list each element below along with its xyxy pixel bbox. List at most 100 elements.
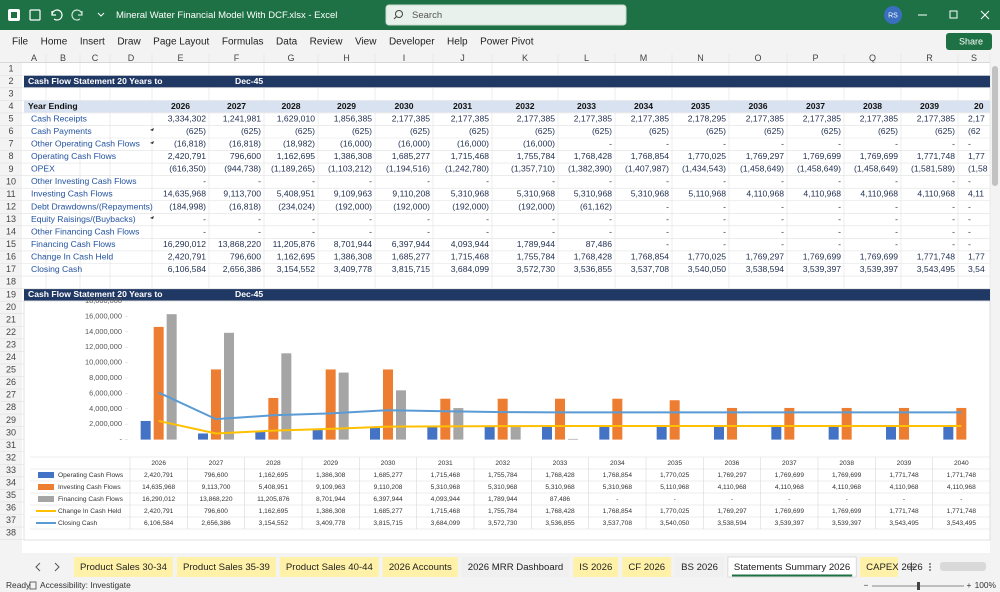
column-letter[interactable]: D <box>128 53 135 63</box>
add-sheet-button[interactable] <box>907 562 916 572</box>
column-letter[interactable]: F <box>234 53 240 63</box>
row-number[interactable]: 35 <box>6 490 16 500</box>
column-letter[interactable]: S <box>971 53 977 63</box>
row-number[interactable]: 31 <box>6 440 16 450</box>
column-letter[interactable]: E <box>177 53 183 63</box>
row-number[interactable]: 6 <box>8 126 13 136</box>
menu-item[interactable]: File <box>12 37 29 48</box>
zoom-out[interactable]: − <box>864 580 869 590</box>
row-number[interactable]: 30 <box>6 427 16 437</box>
sheet-tab-label[interactable]: Product Sales 40-44 <box>286 562 374 573</box>
row-number[interactable]: 26 <box>6 377 16 387</box>
column-letter[interactable]: K <box>522 53 528 63</box>
column-letter[interactable]: G <box>287 53 294 63</box>
sheet-tab-label[interactable]: CAPEX 2026 <box>866 562 923 573</box>
row-number[interactable]: 27 <box>6 390 16 400</box>
row-number[interactable]: 29 <box>6 415 16 425</box>
sheet-tab-label[interactable]: 2026 MRR Dashboard <box>468 562 563 573</box>
sheet-tab-label[interactable]: Product Sales 30-34 <box>80 562 168 573</box>
row-number[interactable]: 19 <box>6 289 16 299</box>
tab-scroll-left[interactable] <box>35 562 41 572</box>
column-letter[interactable]: M <box>640 53 648 63</box>
row-number[interactable]: 23 <box>6 339 16 349</box>
save-icon[interactable] <box>29 9 41 21</box>
row-number[interactable]: 7 <box>8 139 13 149</box>
column-letter[interactable]: A <box>31 53 37 63</box>
zoom-in[interactable]: + <box>967 580 972 590</box>
sheet-tab-label[interactable]: BS 2026 <box>681 562 718 573</box>
sheet-tab[interactable] <box>675 557 724 577</box>
column-letter[interactable]: L <box>584 53 589 63</box>
zoom-thumb[interactable] <box>917 582 920 590</box>
user-avatar[interactable] <box>884 6 902 24</box>
menu-item[interactable]: Data <box>276 37 298 48</box>
redo-icon[interactable] <box>71 9 83 21</box>
column-letter[interactable]: Q <box>869 53 876 63</box>
close-button[interactable] <box>980 10 990 20</box>
share-label[interactable]: Share <box>959 36 983 46</box>
row-number[interactable]: 17 <box>6 264 16 274</box>
row-number[interactable]: 8 <box>8 151 13 161</box>
menu-item[interactable]: Help <box>447 37 468 48</box>
status-accessibility[interactable]: Accessibility: Investigate <box>40 580 131 590</box>
sheet-tab[interactable] <box>382 557 458 577</box>
row-number[interactable]: 15 <box>6 239 16 249</box>
sheet-tab[interactable] <box>176 557 276 577</box>
row-number[interactable]: 28 <box>6 402 16 412</box>
row-number[interactable]: 4 <box>8 101 13 111</box>
sheet-tab-label[interactable]: Statements Summary 2026 <box>734 562 850 573</box>
sheet-tab[interactable] <box>622 557 672 577</box>
share-button[interactable] <box>946 33 992 50</box>
sheet-tab-label[interactable]: 2026 Accounts <box>389 562 452 573</box>
column-letter[interactable]: N <box>697 53 704 63</box>
more-tabs[interactable] <box>929 563 931 565</box>
search-box[interactable] <box>385 4 627 26</box>
menu-item[interactable]: Formulas <box>222 37 264 48</box>
menu-item[interactable]: Draw <box>117 37 141 48</box>
vertical-scrollbar[interactable] <box>990 54 1000 553</box>
menu-item[interactable]: Power Pivot <box>480 37 534 48</box>
sheet-tab[interactable] <box>461 557 570 577</box>
row-number[interactable]: 34 <box>6 478 16 488</box>
search-placeholder[interactable]: Search <box>412 10 442 21</box>
quick-access-menu[interactable] <box>97 12 105 17</box>
row-number[interactable]: 33 <box>6 465 16 475</box>
column-letter[interactable]: I <box>403 53 406 63</box>
sheet-tab-label[interactable]: IS 2026 <box>579 562 612 573</box>
row-number[interactable]: 38 <box>6 528 16 538</box>
row-number[interactable]: 12 <box>6 201 16 211</box>
row-number[interactable]: 11 <box>6 189 15 199</box>
row-number[interactable]: 20 <box>6 302 16 312</box>
row-number[interactable]: 14 <box>6 227 16 237</box>
row-number[interactable]: 1 <box>8 63 13 73</box>
row-number[interactable]: 16 <box>6 252 16 262</box>
scrollbar-thumb[interactable] <box>992 66 998 186</box>
menu-item[interactable]: View <box>355 37 377 48</box>
sheet-tab-label[interactable]: Product Sales 35-39 <box>183 562 270 573</box>
column-letter[interactable]: B <box>60 53 66 63</box>
column-letter[interactable]: H <box>343 53 350 63</box>
row-number[interactable]: 10 <box>6 176 16 186</box>
menu-item[interactable]: Page Layout <box>153 37 209 48</box>
menu-item[interactable]: Insert <box>80 37 105 48</box>
tab-scroll-right[interactable] <box>54 562 60 572</box>
row-number[interactable]: 22 <box>6 327 16 337</box>
menu-item[interactable]: Home <box>41 37 68 48</box>
column-letter[interactable]: J <box>460 53 465 63</box>
row-number[interactable]: 37 <box>6 515 16 525</box>
sheet-tab[interactable] <box>279 557 379 577</box>
column-letter[interactable]: C <box>92 53 99 63</box>
row-number[interactable]: 5 <box>8 114 13 124</box>
column-letter[interactable]: R <box>926 53 933 63</box>
menu-item[interactable]: Developer <box>389 37 435 48</box>
column-letter[interactable]: P <box>812 53 818 63</box>
sheet-tab[interactable] <box>727 556 857 578</box>
row-number[interactable]: 3 <box>8 88 13 98</box>
row-number[interactable]: 18 <box>6 277 16 287</box>
row-number[interactable]: 9 <box>8 164 13 174</box>
zoom-level[interactable]: 100% <box>975 580 997 590</box>
row-number[interactable]: 2 <box>8 76 13 86</box>
row-number[interactable]: 36 <box>6 503 16 513</box>
row-number[interactable]: 24 <box>6 352 16 362</box>
sheet-tab[interactable] <box>573 557 619 577</box>
